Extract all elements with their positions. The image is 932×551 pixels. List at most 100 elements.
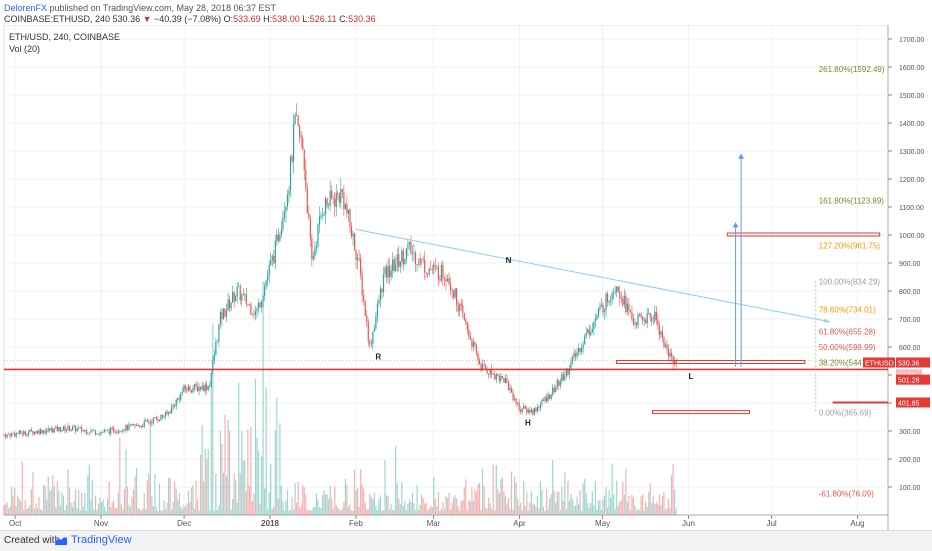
volume-bar bbox=[236, 502, 238, 515]
volume-bar bbox=[328, 498, 330, 515]
author-name[interactable]: DelorenFX bbox=[4, 3, 48, 13]
volume-bar bbox=[299, 508, 301, 515]
open-label: O: bbox=[223, 14, 234, 24]
volume-bar bbox=[142, 508, 144, 515]
volume-bar bbox=[568, 501, 571, 515]
candle-body bbox=[267, 275, 269, 281]
volume-bar bbox=[512, 509, 514, 515]
volume-bar bbox=[6, 502, 8, 515]
y-tick-label: 200.00 bbox=[899, 457, 921, 464]
volume-bar bbox=[366, 509, 368, 515]
candle-body bbox=[79, 427, 81, 429]
volume-bar bbox=[131, 496, 133, 515]
candle-body bbox=[649, 312, 651, 318]
candle-body bbox=[99, 432, 101, 435]
candle-body bbox=[331, 190, 333, 199]
candle-body bbox=[78, 428, 80, 429]
candle-body bbox=[35, 431, 37, 434]
candle-body bbox=[625, 295, 627, 313]
volume-bar bbox=[137, 508, 139, 515]
candle-body bbox=[462, 305, 464, 313]
candle-body bbox=[277, 234, 279, 242]
candle-body bbox=[449, 284, 452, 291]
candle-body bbox=[603, 310, 606, 313]
candle-body bbox=[149, 421, 151, 423]
candle-body bbox=[657, 320, 659, 326]
volume-bar bbox=[481, 468, 484, 515]
volume-bar bbox=[492, 464, 494, 515]
volume-bar bbox=[332, 508, 334, 515]
candle-body bbox=[148, 421, 150, 423]
candle-body bbox=[584, 336, 586, 345]
candle-body bbox=[198, 387, 200, 392]
candle-body bbox=[347, 209, 350, 214]
candle-body bbox=[399, 261, 401, 267]
volume-bar bbox=[454, 495, 456, 515]
volume-bar bbox=[274, 430, 276, 515]
volume-bar bbox=[52, 475, 54, 515]
price-chart[interactable]: 261.80%(1592.49) 161.80%(1123.89) 127.20%(… bbox=[0, 25, 932, 530]
volume-bar bbox=[453, 497, 455, 515]
volume-bar bbox=[474, 488, 476, 515]
volume-bar bbox=[417, 509, 420, 515]
volume-bar bbox=[321, 495, 324, 515]
volume-bar bbox=[610, 497, 612, 515]
candle-body bbox=[373, 328, 375, 332]
high-value: 538.00 bbox=[272, 14, 300, 24]
candle-body bbox=[428, 268, 430, 275]
candle-body bbox=[530, 409, 532, 413]
volume-bar bbox=[17, 495, 19, 515]
tradingview-brand[interactable]: TradingView bbox=[71, 534, 132, 546]
volume-bar bbox=[172, 501, 174, 515]
volume-bar bbox=[480, 509, 482, 515]
volume-bar bbox=[88, 464, 90, 515]
volume-bar bbox=[338, 509, 340, 515]
candle-body bbox=[67, 425, 69, 430]
volume-bar bbox=[222, 472, 225, 515]
volume-bar bbox=[561, 487, 563, 515]
candle-body bbox=[26, 434, 28, 436]
volume-bar bbox=[23, 510, 25, 515]
candle-body bbox=[407, 244, 409, 249]
candle-body bbox=[610, 299, 612, 301]
volume-bar bbox=[166, 502, 168, 515]
candle-body bbox=[507, 382, 510, 390]
volume-bar bbox=[600, 509, 603, 515]
volume-bar bbox=[611, 463, 613, 515]
volume-bar bbox=[622, 481, 624, 515]
candle-body bbox=[311, 238, 313, 259]
candle-body bbox=[314, 247, 316, 257]
volume-bar bbox=[306, 510, 308, 515]
volume-bar bbox=[55, 507, 57, 515]
candle-body bbox=[613, 292, 615, 294]
candle-body bbox=[233, 291, 235, 302]
volume-bar bbox=[645, 501, 647, 515]
candle-body bbox=[132, 424, 135, 425]
candle-body bbox=[65, 429, 68, 431]
candle-body bbox=[193, 384, 196, 389]
volume-bar bbox=[422, 498, 424, 515]
volume-bar bbox=[21, 461, 23, 515]
lower-box bbox=[651, 410, 750, 415]
candle-body bbox=[350, 226, 353, 237]
fib-level-label: 261.80%(1592.49) bbox=[819, 65, 885, 74]
volume-bar bbox=[657, 504, 659, 515]
volume-bar bbox=[132, 489, 135, 515]
candle-body bbox=[417, 264, 420, 265]
volume-bar bbox=[47, 476, 49, 515]
volume-bar bbox=[300, 505, 302, 515]
volume-bar bbox=[509, 508, 511, 515]
candle-body bbox=[207, 386, 209, 391]
volume-bar bbox=[241, 431, 243, 515]
candle-body bbox=[481, 364, 484, 371]
volume-bar bbox=[539, 481, 542, 515]
volume-bar bbox=[440, 508, 443, 515]
candle-body bbox=[323, 213, 325, 216]
volume-bar bbox=[117, 492, 119, 515]
x-tick-label: Mar bbox=[427, 519, 441, 528]
volume-bar bbox=[585, 492, 587, 515]
volume-bar bbox=[87, 475, 89, 515]
candle-body bbox=[110, 427, 112, 434]
candle-body bbox=[154, 417, 156, 419]
volume-bar bbox=[367, 509, 369, 515]
